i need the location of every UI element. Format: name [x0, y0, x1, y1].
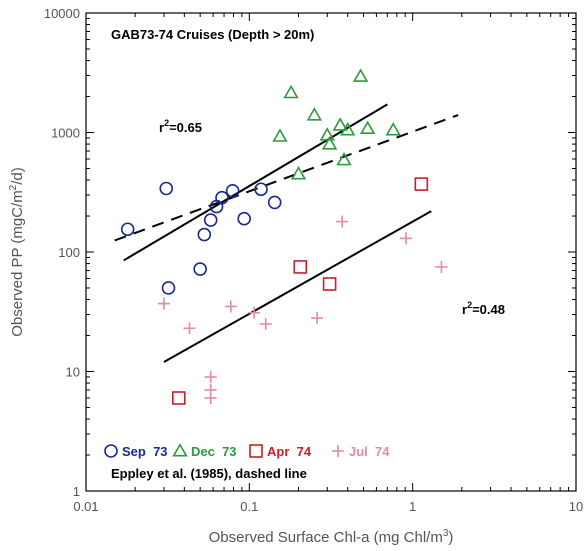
point-jul-74: [248, 306, 261, 319]
legend-label-dec-73: Dec 73: [191, 444, 237, 459]
point-sep-73: [159, 181, 174, 196]
point-dec-73: [332, 117, 348, 131]
point-jul-74: [399, 232, 412, 245]
x-tick-label: 0.01: [73, 499, 98, 514]
point-sep-73: [120, 222, 135, 237]
legend-label-jul-74: Jul 74: [349, 444, 390, 459]
legend-marker-sep-73: [104, 444, 118, 458]
eppley-note: Eppley et al. (1985), dashed line: [111, 466, 307, 481]
x-axis-label: Observed Surface Chl-a (mg Chl/m3): [209, 528, 454, 546]
point-sep-73: [237, 211, 251, 226]
point-jul-74: [259, 317, 272, 330]
point-sep-73: [267, 195, 282, 210]
point-dec-73: [321, 136, 338, 150]
data-points: [120, 68, 448, 405]
point-dec-73: [359, 120, 376, 135]
point-dec-73: [290, 166, 307, 180]
point-dec-73: [306, 107, 323, 121]
point-jul-74: [435, 260, 448, 273]
point-apr-74: [293, 260, 308, 274]
legend-marker-dec-73: [172, 443, 188, 457]
legend-marker-jul-74: [332, 445, 344, 457]
legend-marker-apr-74: [249, 444, 263, 458]
point-apr-74: [172, 391, 186, 405]
legend-label-sep-73: Sep 73: [122, 444, 168, 459]
point-apr-74: [414, 177, 429, 191]
legend: Sep 73 Dec 73 Apr 74 Jul 74: [104, 443, 390, 459]
legend-label-apr-74: Apr 74: [267, 444, 312, 459]
regression-line-2: [163, 210, 432, 363]
point-sep-73: [193, 262, 207, 276]
point-dec-73: [319, 127, 335, 141]
point-dec-73: [336, 151, 352, 166]
point-jul-74: [204, 370, 217, 383]
x-tick-label: 0.1: [240, 499, 258, 514]
point-sep-73: [197, 227, 212, 242]
point-sep-73: [225, 184, 240, 198]
point-jul-74: [224, 300, 237, 313]
x-tick-label: 10: [569, 499, 583, 514]
r-squared-fit1-label: r2=0.65: [159, 118, 202, 135]
point-apr-74: [322, 277, 337, 291]
point-jul-74: [336, 215, 349, 228]
point-dec-73: [385, 122, 401, 136]
point-jul-74: [157, 297, 170, 310]
y-axis-label: Observed PP (mgC/m2/d): [8, 167, 26, 337]
y-tick-label: 100: [58, 245, 80, 260]
point-jul-74: [311, 312, 324, 325]
point-dec-73: [352, 68, 369, 82]
point-sep-73: [203, 213, 218, 227]
y-tick-label: 10: [66, 365, 80, 380]
point-sep-73: [215, 190, 229, 205]
r-squared-fit2-label: r2=0.48: [462, 300, 505, 317]
x-tick-label: 1: [409, 499, 416, 514]
point-sep-73: [254, 182, 268, 197]
chart-title: GAB73-74 Cruises (Depth > 20m): [111, 27, 314, 42]
eppley-dashed-line: [114, 114, 459, 242]
y-tick-label: 10000: [44, 6, 80, 21]
point-jul-74: [183, 322, 196, 335]
point-dec-73: [283, 84, 299, 99]
y-tick-label: 1: [73, 484, 80, 499]
point-jul-74: [204, 392, 217, 405]
point-sep-73: [161, 281, 176, 295]
axis-ticks: 0.01 0.1 1 10 1 10 100 1000 10000: [44, 6, 583, 514]
y-tick-label: 1000: [51, 126, 80, 141]
point-dec-73: [339, 122, 356, 136]
plot-frame: [85, 12, 577, 492]
point-dec-73: [272, 128, 288, 142]
